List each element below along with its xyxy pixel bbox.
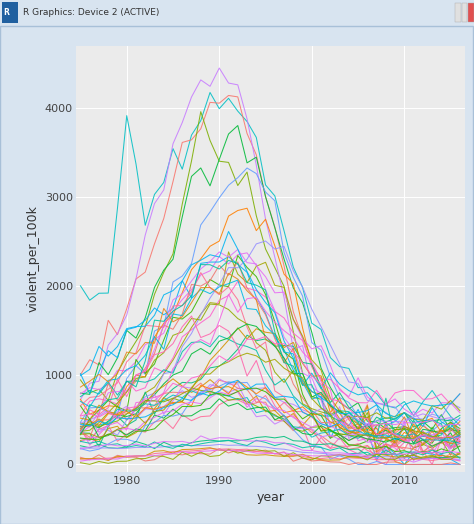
Y-axis label: violent_per_100k: violent_per_100k [27,205,39,312]
Bar [2,2,18,23]
Text: R Graphics: Device 2 (ACTIVE): R Graphics: Device 2 (ACTIVE) [23,8,159,17]
Bar [462,3,467,22]
Bar [455,3,461,22]
Text: R: R [3,8,9,17]
X-axis label: year: year [256,492,284,504]
Bar [468,3,474,22]
